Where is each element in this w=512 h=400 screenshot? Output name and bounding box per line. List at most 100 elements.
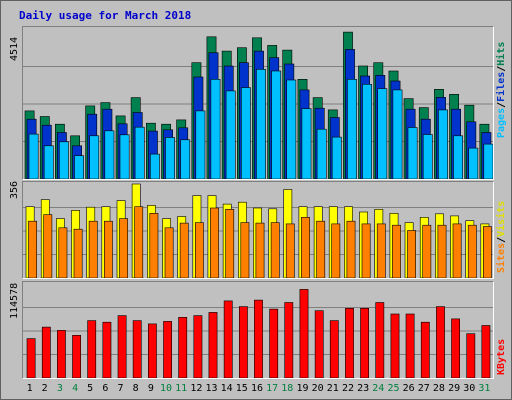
- hits-files-pages-chart: [22, 26, 494, 180]
- day-label: 16: [250, 383, 264, 394]
- day-label: 18: [281, 383, 294, 394]
- legend-sites-visits: Sites/Visits: [496, 201, 507, 273]
- sites-bar: [422, 224, 432, 278]
- pages-bar: [195, 110, 206, 179]
- sites-bar: [225, 208, 235, 278]
- day-label: 12: [190, 383, 203, 394]
- pages-bar: [468, 147, 479, 179]
- legend-pages: Pages: [496, 107, 507, 138]
- day-axis: 1 2 3 4 5 6 7 8 9 10 11 12 13 14 15 16 17 18 19 20 21 22 23 24 2…: [22, 383, 492, 395]
- kbytes-bar: [208, 312, 218, 378]
- kbytes-bar: [420, 321, 430, 378]
- pages-bar: [347, 78, 357, 179]
- sites-bar: [376, 223, 386, 278]
- sites-bar: [43, 214, 53, 278]
- pages-bar: [438, 109, 448, 179]
- day-label: 23: [357, 383, 370, 394]
- day-label: 1: [26, 383, 33, 394]
- day-label: 9: [147, 383, 154, 394]
- kbytes-bar: [87, 320, 97, 378]
- kbytes-chart: [22, 281, 494, 379]
- pages-bar: [74, 155, 84, 179]
- pages-bar: [483, 143, 493, 179]
- pages-bar: [28, 133, 39, 179]
- kbytes-bar: [269, 308, 279, 378]
- kbytes-bar: [117, 315, 127, 378]
- legend-files: Files: [496, 71, 507, 102]
- kbytes-axis-max-label: 114578: [9, 282, 20, 319]
- pages-bar: [225, 90, 236, 179]
- kbytes-bar: [466, 333, 476, 378]
- sites-bar: [104, 220, 113, 278]
- pages-bar: [377, 88, 388, 179]
- kbytes-bar: [239, 306, 248, 378]
- sites-bar: [210, 207, 219, 278]
- sites-bar: [195, 222, 204, 278]
- pages-bar: [331, 136, 342, 179]
- kbytes-bar: [163, 321, 172, 378]
- kbytes-bar: [26, 338, 36, 378]
- kbytes-bar: [132, 320, 142, 378]
- sites-bar: [452, 223, 462, 278]
- visits-sites-chart: [22, 181, 494, 279]
- visits-sites-svg: [23, 183, 493, 278]
- day-label: 26: [402, 383, 415, 394]
- pages-bar: [256, 68, 266, 179]
- day-label: 5: [87, 383, 94, 394]
- pages-bar: [119, 134, 130, 179]
- sites-bar: [73, 228, 83, 278]
- sites-bar: [407, 230, 416, 278]
- legend-sites: Sites: [496, 242, 507, 273]
- kbytes-bar: [451, 318, 460, 378]
- kbytes-bar: [41, 326, 51, 378]
- sites-bar: [482, 226, 492, 278]
- kbytes-bar: [284, 302, 294, 378]
- legend-visits: Visits: [496, 200, 507, 237]
- sites-bar: [270, 222, 280, 278]
- day-label: 24: [372, 383, 385, 394]
- day-label: 8: [132, 383, 139, 394]
- kbytes-bar: [193, 315, 203, 378]
- legend-kbytes-label: KBytes: [496, 338, 507, 375]
- day-label: 19: [296, 383, 309, 394]
- pages-bar: [210, 78, 221, 179]
- sites-bar: [392, 224, 401, 278]
- pages-bar: [422, 134, 433, 179]
- pages-bar: [241, 87, 251, 179]
- visits-axis-max-label: 356: [9, 180, 20, 199]
- day-label: 17: [266, 383, 279, 394]
- kbytes-bar: [314, 310, 324, 378]
- pages-bar: [134, 126, 145, 179]
- pages-bar: [58, 141, 69, 179]
- legend-kbytes: KBytes: [496, 339, 507, 375]
- kbytes-svg: [23, 289, 493, 378]
- page-title: Daily usage for March 2018: [19, 9, 192, 22]
- pages-bar: [453, 135, 463, 179]
- pages-bar: [165, 137, 175, 179]
- kbytes-bar: [436, 306, 445, 378]
- day-label: 14: [220, 383, 233, 394]
- day-label: 25: [387, 383, 400, 394]
- sites-bar: [28, 220, 37, 278]
- pages-bar: [392, 89, 403, 179]
- sites-bar: [331, 223, 341, 278]
- legend-sep-2: /: [496, 65, 507, 72]
- day-label: 21: [326, 383, 339, 394]
- day-label: 3: [56, 383, 63, 394]
- pages-bar: [271, 70, 282, 179]
- sites-bar: [316, 220, 326, 278]
- kbytes-bar: [375, 302, 385, 378]
- sites-bar: [346, 220, 356, 278]
- sites-bar: [301, 216, 310, 278]
- legend-sep-3: /: [496, 236, 507, 243]
- day-label: 13: [205, 383, 218, 394]
- day-label: 4: [72, 383, 79, 394]
- kbytes-bar: [405, 313, 415, 378]
- kbytes-bar: [481, 325, 491, 378]
- pages-bar: [180, 139, 191, 179]
- sites-bar: [164, 227, 174, 278]
- day-label: 7: [117, 383, 124, 394]
- hits-axis-max-label: 4514: [9, 36, 20, 61]
- kbytes-bar: [360, 307, 369, 378]
- kbytes-bar: [223, 300, 233, 378]
